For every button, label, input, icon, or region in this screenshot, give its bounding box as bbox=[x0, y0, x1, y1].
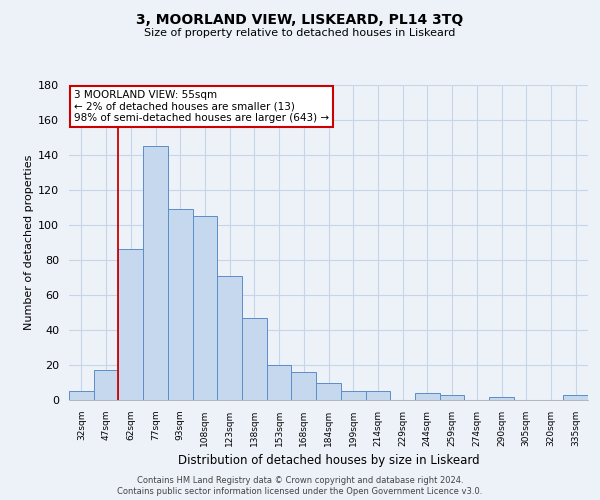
Bar bbox=[489, 396, 514, 400]
Y-axis label: Number of detached properties: Number of detached properties bbox=[24, 155, 34, 330]
Bar bbox=[267, 365, 292, 400]
Text: Contains HM Land Registry data © Crown copyright and database right 2024.: Contains HM Land Registry data © Crown c… bbox=[137, 476, 463, 485]
Text: 3, MOORLAND VIEW, LISKEARD, PL14 3TQ: 3, MOORLAND VIEW, LISKEARD, PL14 3TQ bbox=[136, 12, 464, 26]
Bar bbox=[563, 395, 588, 400]
Bar bbox=[118, 250, 143, 400]
Bar bbox=[415, 393, 440, 400]
Text: 3 MOORLAND VIEW: 55sqm
← 2% of detached houses are smaller (13)
98% of semi-deta: 3 MOORLAND VIEW: 55sqm ← 2% of detached … bbox=[74, 90, 329, 123]
Bar bbox=[69, 391, 94, 400]
Bar bbox=[168, 209, 193, 400]
Text: Size of property relative to detached houses in Liskeard: Size of property relative to detached ho… bbox=[145, 28, 455, 38]
X-axis label: Distribution of detached houses by size in Liskeard: Distribution of detached houses by size … bbox=[178, 454, 479, 468]
Bar bbox=[316, 382, 341, 400]
Bar bbox=[292, 372, 316, 400]
Text: Contains public sector information licensed under the Open Government Licence v3: Contains public sector information licen… bbox=[118, 488, 482, 496]
Bar bbox=[94, 370, 118, 400]
Bar bbox=[365, 391, 390, 400]
Bar bbox=[217, 276, 242, 400]
Bar bbox=[242, 318, 267, 400]
Bar bbox=[193, 216, 217, 400]
Bar bbox=[143, 146, 168, 400]
Bar bbox=[341, 391, 365, 400]
Bar bbox=[440, 395, 464, 400]
